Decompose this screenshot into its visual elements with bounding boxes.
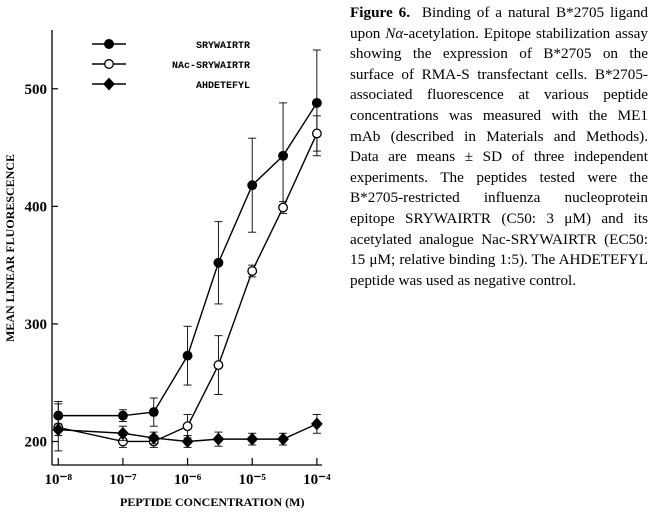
marker (311, 128, 322, 139)
y-tick-label: 500 (25, 82, 48, 98)
marker (247, 266, 258, 276)
marker (311, 97, 322, 108)
marker (278, 150, 289, 161)
series-line (58, 102, 318, 417)
x-tick-label: 10⁻⁶ (174, 472, 202, 488)
caption-label: Figure 6. (350, 4, 411, 21)
marker (213, 360, 224, 371)
marker (117, 410, 128, 421)
y-axis-label: MEAN LINEAR FLUORESCENCE (3, 154, 17, 342)
marker (247, 180, 258, 191)
x-tick-label: 10⁻⁴ (303, 472, 331, 488)
marker (311, 417, 323, 431)
marker (182, 421, 193, 432)
marker (212, 432, 225, 446)
legend-label: NAc-SRYWAIRTR (172, 61, 250, 72)
marker (213, 257, 224, 268)
caption-text: -acetylation. Epitope stabilization assa… (350, 24, 648, 289)
y-tick-label: 300 (25, 317, 48, 333)
series-line (58, 133, 318, 443)
marker (148, 407, 159, 418)
marker (181, 435, 194, 448)
marker (117, 426, 129, 440)
x-tick-label: 10⁻⁷ (109, 472, 137, 488)
marker (277, 432, 289, 446)
x-tick-label: 10⁻⁸ (45, 472, 73, 488)
marker (182, 350, 193, 361)
x-tick-label: 10⁻⁵ (239, 472, 267, 488)
caption-text: Binding of a natural B*2705 ligand upon (350, 4, 649, 42)
marker (278, 202, 289, 213)
chart: PEPTIDE CONCENTRATION (M) MEAN LINEAR FL… (3, 30, 331, 509)
marker (52, 423, 65, 437)
legend-label: SRYWAIRTR (196, 41, 250, 52)
y-tick-label: 200 (25, 434, 48, 450)
y-tick-label: 400 (25, 199, 48, 215)
legend-label: AHDETEFYL (196, 81, 250, 92)
legend-marker (104, 59, 114, 69)
marker (147, 431, 160, 445)
marker (246, 432, 259, 446)
caption-text: Nα (385, 24, 404, 42)
legend-marker (103, 77, 115, 91)
legend-marker (104, 39, 114, 49)
caption: Figure 6. Binding of a natural B*2705 li… (350, 3, 648, 291)
x-axis-label: PEPTIDE CONCENTRATION (M) (120, 495, 304, 509)
